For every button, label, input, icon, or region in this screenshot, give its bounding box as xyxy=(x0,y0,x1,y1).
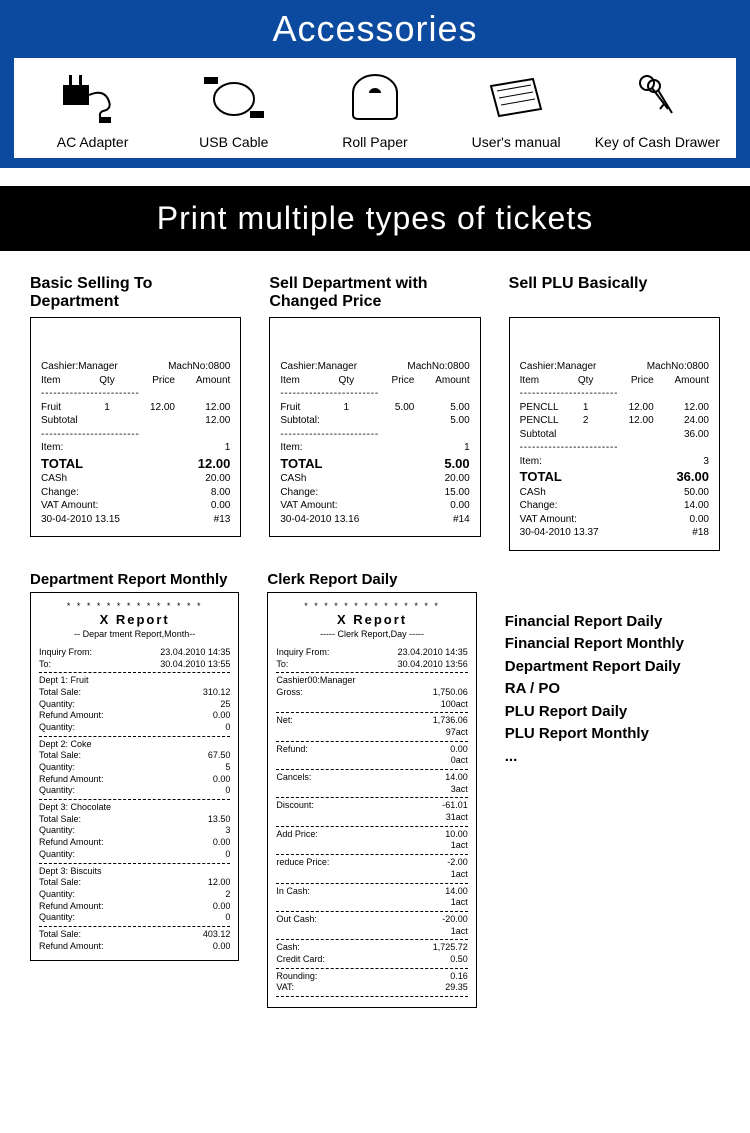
accessories-header: Accessories AC Adapter USB Cable Roll Pa… xyxy=(0,0,750,168)
acc-manual: User's manual xyxy=(451,68,581,150)
receipt: Cashier:ManagerMachNo:0800ItemQtyPriceAm… xyxy=(509,317,720,551)
dept-report-title: Department Report Monthly xyxy=(30,571,239,588)
other-report-item: Financial Report Monthly xyxy=(505,633,720,656)
clerk-report: * * * * * * * * * * * * * *X Report-----… xyxy=(267,592,476,1008)
receipt: Cashier:ManagerMachNo:0800ItemQtyPriceAm… xyxy=(269,317,480,537)
receipt-title: Basic Selling To Department xyxy=(30,275,241,313)
other-reports-list: Financial Report DailyFinancial Report M… xyxy=(505,571,720,769)
receipt-title: Sell Department with Changed Price xyxy=(269,275,480,313)
other-report-item: ... xyxy=(505,746,720,769)
other-report-item: Financial Report Daily xyxy=(505,611,720,634)
other-report-item: Department Report Daily xyxy=(505,656,720,679)
key-icon xyxy=(632,68,682,128)
other-report-item: PLU Report Monthly xyxy=(505,723,720,746)
dept-report-col: Department Report Monthly * * * * * * * … xyxy=(30,571,239,962)
acc-label: Key of Cash Drawer xyxy=(595,134,720,150)
acc-ac-adapter: AC Adapter xyxy=(28,68,158,150)
clerk-report-title: Clerk Report Daily xyxy=(267,571,476,588)
cashier: Cashier:Manager xyxy=(280,360,357,374)
reports-row: Department Report Monthly * * * * * * * … xyxy=(0,551,750,1028)
acc-label: AC Adapter xyxy=(57,134,129,150)
accessories-title: Accessories xyxy=(0,8,750,50)
acc-key: Key of Cash Drawer xyxy=(592,68,722,150)
roll-paper-icon xyxy=(345,68,405,128)
acc-label: Roll Paper xyxy=(342,134,407,150)
manual-icon xyxy=(481,68,551,128)
clerk-report-col: Clerk Report Daily * * * * * * * * * * *… xyxy=(267,571,476,1008)
acc-label: User's manual xyxy=(472,134,561,150)
cashier: Cashier:Manager xyxy=(520,360,597,374)
mach-no: MachNo:0800 xyxy=(407,360,469,374)
other-report-item: PLU Report Daily xyxy=(505,701,720,724)
usb-cable-icon xyxy=(194,68,274,128)
mach-no: MachNo:0800 xyxy=(647,360,709,374)
receipt: Cashier:ManagerMachNo:0800ItemQtyPriceAm… xyxy=(30,317,241,537)
acc-usb-cable: USB Cable xyxy=(169,68,299,150)
tickets-row: Basic Selling To Department Cashier:Manag… xyxy=(0,251,750,551)
mach-no: MachNo:0800 xyxy=(168,360,230,374)
dept-report: * * * * * * * * * * * * * *X Report-- De… xyxy=(30,592,239,962)
tickets-header: Print multiple types of tickets xyxy=(0,186,750,251)
tickets-title: Print multiple types of tickets xyxy=(0,200,750,237)
accessories-strip: AC Adapter USB Cable Roll Paper User's m… xyxy=(14,58,736,158)
receipt-title: Sell PLU Basically xyxy=(509,275,720,313)
acc-roll-paper: Roll Paper xyxy=(310,68,440,150)
acc-label: USB Cable xyxy=(199,134,268,150)
other-report-item: RA / PO xyxy=(505,678,720,701)
cashier: Cashier:Manager xyxy=(41,360,118,374)
ac-adapter-icon xyxy=(53,68,133,128)
